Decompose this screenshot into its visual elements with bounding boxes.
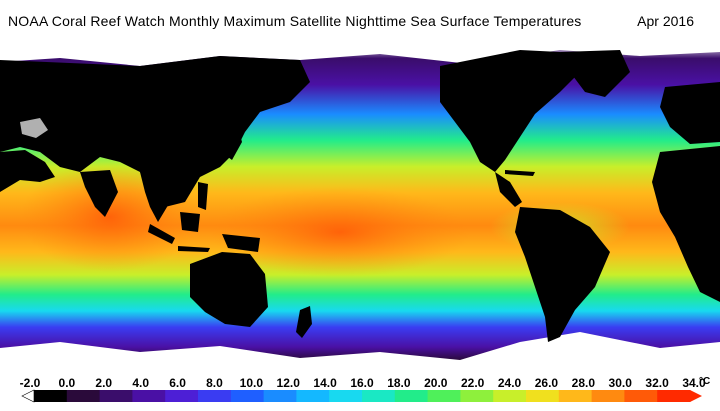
legend-swatch <box>66 390 101 402</box>
central-america <box>495 172 522 207</box>
legend-swatch <box>263 390 297 402</box>
legend-tick-label: 24.0 <box>498 376 522 390</box>
legend-ticks: -2.0 0.0 2.0 4.0 6.0 8.0 10.0 12.0 14.0 16.0 18.0 2… <box>20 376 706 390</box>
grey-island <box>20 118 48 138</box>
color-legend: -2.0 0.0 2.0 4.0 6.0 8.0 10.0 12.0 14.0 16.0 18.0 2… <box>0 370 720 411</box>
legend-min-arrow <box>21 389 35 403</box>
legend-tick-label: 22.0 <box>461 376 485 390</box>
legend-tick-label: 32.0 <box>645 376 669 390</box>
legend-max-arrow <box>690 390 702 402</box>
legend-tick-label: 2.0 <box>95 376 112 390</box>
legend-swatch <box>394 390 429 402</box>
legend-swatch <box>591 390 625 402</box>
eurasia <box>0 56 310 207</box>
legend-swatch <box>427 390 461 402</box>
legend-tick-label: 4.0 <box>132 376 149 390</box>
indochina <box>140 172 170 222</box>
legend-swatch <box>99 390 133 402</box>
title-bar: NOAA Coral Reef Watch Monthly Maximum Sa… <box>0 0 720 42</box>
map-title: NOAA Coral Reef Watch Monthly Maximum Sa… <box>8 13 582 29</box>
new-guinea <box>222 234 260 252</box>
legend-tick-label: 6.0 <box>169 376 186 390</box>
borneo <box>180 212 200 232</box>
land-masses <box>0 50 720 342</box>
legend-tick-label: 8.0 <box>206 376 223 390</box>
legend-tick-label: 28.0 <box>572 376 596 390</box>
legend-tick-label: -2.0 <box>20 376 41 390</box>
arctic-ice <box>0 42 720 66</box>
legend-tick-label: 14.0 <box>313 376 337 390</box>
north-america <box>440 50 580 172</box>
greenland <box>560 50 630 97</box>
legend-bar <box>21 389 702 403</box>
philippines <box>198 182 208 210</box>
europe <box>660 82 720 144</box>
south-america <box>515 207 610 342</box>
arabia <box>0 150 55 192</box>
new-zealand <box>296 306 312 338</box>
legend-swatch <box>230 390 265 402</box>
japan <box>224 127 242 160</box>
legend-swatch <box>132 390 166 402</box>
legend-swatch <box>198 390 232 402</box>
legend-swatch <box>329 390 363 402</box>
legend-tick-label: 0.0 <box>59 376 76 390</box>
legend-tick-label: 10.0 <box>240 376 264 390</box>
legend-unit: °C <box>699 376 710 387</box>
india <box>80 170 118 217</box>
legend-swatch <box>34 390 68 402</box>
legend-swatch <box>165 390 199 402</box>
legend-swatch <box>558 390 593 402</box>
java <box>178 246 210 252</box>
legend-swatch <box>362 390 396 402</box>
map-date: Apr 2016 <box>637 13 694 29</box>
africa <box>652 146 720 302</box>
legend-swatch <box>526 390 560 402</box>
australia <box>190 252 268 327</box>
antarctic-ice <box>0 332 720 370</box>
legend-tick-label: 20.0 <box>424 376 448 390</box>
sumatra <box>148 224 175 244</box>
legend-swatch <box>624 390 658 402</box>
cuba <box>505 170 535 176</box>
legend-tick-label: 16.0 <box>350 376 374 390</box>
legend-svg: -2.0 0.0 2.0 4.0 6.0 8.0 10.0 12.0 14.0 16.0 18.0 2… <box>20 376 710 403</box>
legend-swatch <box>657 390 691 402</box>
legend-swatch <box>460 390 494 402</box>
west-pacific-warm-pool <box>210 187 470 277</box>
sst-map <box>0 42 720 370</box>
legend-tick-label: 18.0 <box>387 376 411 390</box>
legend-tick-label: 26.0 <box>535 376 559 390</box>
legend-tick-label: 30.0 <box>609 376 633 390</box>
legend-tick-label: 34.0 <box>682 376 706 390</box>
legend-swatch <box>493 390 527 402</box>
legend-swatch <box>296 390 330 402</box>
legend-tick-label: 12.0 <box>277 376 301 390</box>
